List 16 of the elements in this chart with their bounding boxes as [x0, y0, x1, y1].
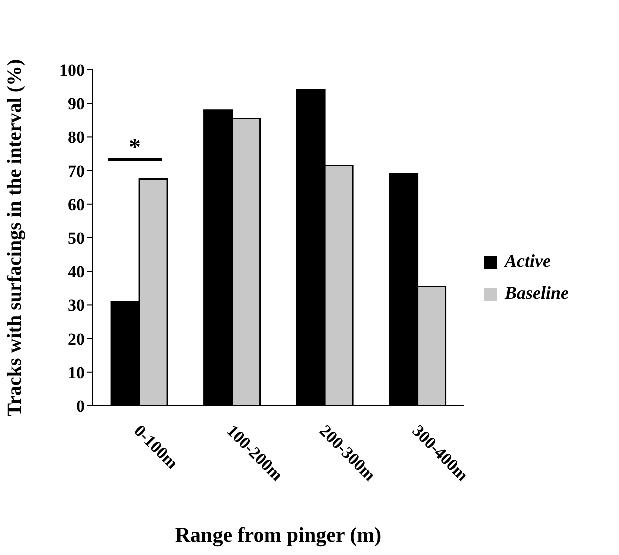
- x-axis-title: Range from pinger (m): [175, 523, 382, 547]
- y-tick-label: 30: [68, 296, 85, 316]
- legend-label: Active: [504, 250, 551, 270]
- y-tick-label: 20: [68, 330, 85, 349]
- legend-label: Baseline: [504, 282, 569, 302]
- y-axis-title: Tracks with surfacings in the interval (%): [4, 59, 26, 417]
- y-tick-label: 90: [68, 94, 85, 114]
- y-tick-label: 60: [68, 195, 85, 214]
- y-tick-label: 70: [68, 162, 85, 181]
- y-tick-label: 0: [76, 397, 85, 416]
- y-tick-label: 80: [68, 128, 85, 148]
- annotation: *: [128, 135, 142, 161]
- y-tick-label: 100: [60, 61, 85, 80]
- y-tick-label: 10: [68, 363, 85, 382]
- y-tick-label: 50: [68, 229, 85, 248]
- y-tick-label: 40: [68, 262, 85, 282]
